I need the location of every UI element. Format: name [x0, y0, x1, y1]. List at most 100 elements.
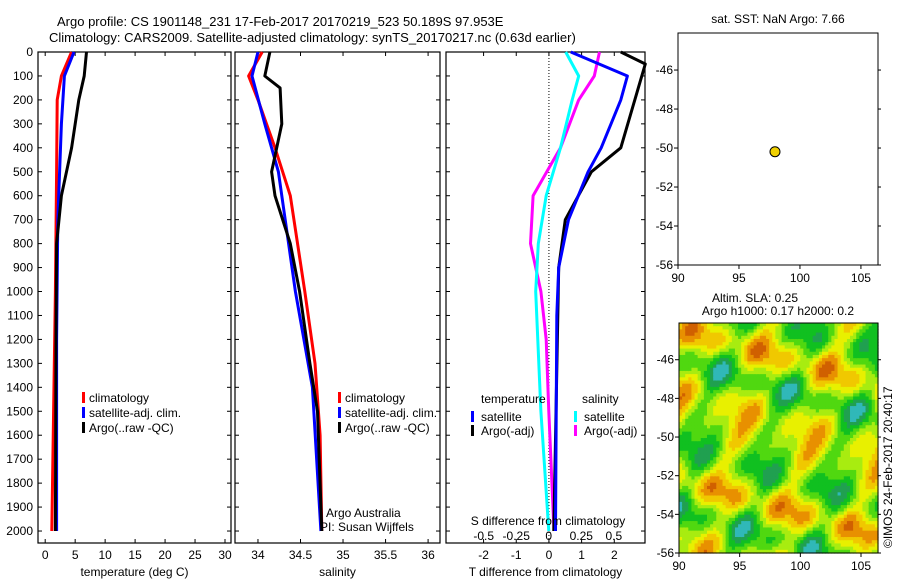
sla-cell — [837, 383, 842, 388]
sla-cell — [856, 524, 860, 529]
sla-cell — [747, 390, 752, 394]
sla-cell — [850, 415, 854, 420]
sla-cell — [859, 412, 864, 417]
sla-cell — [731, 364, 736, 369]
sla-cell — [846, 323, 851, 327]
sla-cell — [853, 386, 857, 391]
sla-cell — [787, 434, 792, 439]
sla-cell — [775, 543, 780, 548]
sla-cell — [710, 441, 714, 445]
sla-cell — [831, 326, 836, 330]
sla-cell — [853, 469, 857, 474]
sla-cell — [682, 364, 686, 369]
sla-cell — [822, 549, 826, 554]
sla-cell — [759, 527, 764, 532]
sla-cell — [682, 345, 686, 350]
sla-cell — [766, 386, 770, 391]
sla-cell — [722, 521, 727, 525]
sla-cell — [750, 549, 755, 554]
sla-cell — [865, 466, 870, 471]
sla-cell — [800, 495, 804, 500]
sla-cell — [794, 342, 798, 346]
sla-cell — [856, 351, 860, 356]
sla-cell — [778, 418, 783, 423]
sla-cell — [850, 524, 854, 529]
sla-cell — [843, 489, 848, 493]
sla-cell — [694, 354, 699, 359]
sla-cell — [806, 521, 811, 525]
sla-cell — [797, 393, 801, 398]
sla-cell — [716, 476, 721, 481]
sla-cell — [722, 546, 727, 551]
sla-cell — [825, 450, 829, 455]
sla-cell — [775, 527, 780, 532]
sla-cell — [825, 469, 829, 474]
sla-cell — [713, 444, 717, 449]
sla-cell — [781, 364, 786, 369]
sla-cell — [809, 323, 814, 327]
sla-cell — [772, 338, 776, 343]
sla-cell — [831, 530, 836, 535]
sla-cell — [710, 383, 714, 388]
depth-tick-label: 1900 — [6, 500, 33, 514]
sla-cell — [828, 332, 832, 337]
sla-cell — [682, 374, 686, 378]
sla-cell — [843, 514, 848, 519]
sla-cell — [769, 498, 773, 503]
sla-cell — [822, 380, 826, 385]
sla-cell — [784, 460, 789, 465]
sla-cell — [759, 511, 764, 516]
sla-cell — [787, 479, 792, 484]
sla-cell — [756, 476, 761, 481]
sla-cell — [766, 469, 770, 474]
sla-cell — [741, 537, 745, 541]
sla-cell — [694, 418, 699, 423]
sla-cell — [859, 377, 864, 382]
sla-cell — [856, 460, 860, 465]
sla-cell — [868, 323, 873, 327]
sla-cell — [784, 422, 789, 426]
sla-cell — [685, 450, 689, 455]
sla-cell — [803, 345, 808, 350]
sla-cell — [825, 444, 829, 449]
sla-cell — [862, 479, 867, 484]
sla-cell — [834, 444, 839, 449]
sla-cell — [818, 406, 823, 410]
sla-cell — [679, 485, 683, 490]
sla-cell — [706, 386, 711, 391]
sla-cell — [787, 450, 792, 455]
sla-cell — [728, 540, 733, 545]
sla-cell — [778, 530, 783, 535]
sla-cell — [837, 524, 842, 529]
sla-cell — [815, 358, 820, 362]
sla-cell — [803, 358, 808, 362]
sla-cell — [803, 399, 808, 404]
sla-cell — [874, 348, 879, 353]
sla-cell — [759, 383, 764, 388]
sla-cell — [794, 367, 798, 372]
sla-cell — [825, 335, 829, 340]
sla-cell — [738, 342, 742, 346]
sla-cell — [706, 367, 711, 372]
sla-cell — [850, 533, 854, 538]
sla-cell — [781, 540, 786, 545]
sla-cell — [800, 517, 804, 522]
sla-cell — [868, 482, 873, 487]
sla-cell — [787, 422, 792, 426]
sla-cell — [775, 469, 780, 474]
sla-cell — [703, 402, 708, 407]
sla-cell — [871, 527, 876, 532]
sla-cell — [772, 457, 776, 461]
sla-cell — [772, 354, 776, 359]
sla-cell — [731, 489, 736, 493]
sla-cell — [868, 326, 873, 330]
sla-cell — [828, 479, 832, 484]
sla-cell — [874, 386, 879, 391]
sla-cell — [775, 396, 780, 401]
sla-cell — [688, 358, 693, 362]
sla-cell — [822, 453, 826, 458]
sla-cell — [840, 431, 845, 436]
sla-cell — [778, 549, 783, 554]
sla-cell — [756, 457, 761, 461]
sla-cell — [744, 323, 749, 327]
